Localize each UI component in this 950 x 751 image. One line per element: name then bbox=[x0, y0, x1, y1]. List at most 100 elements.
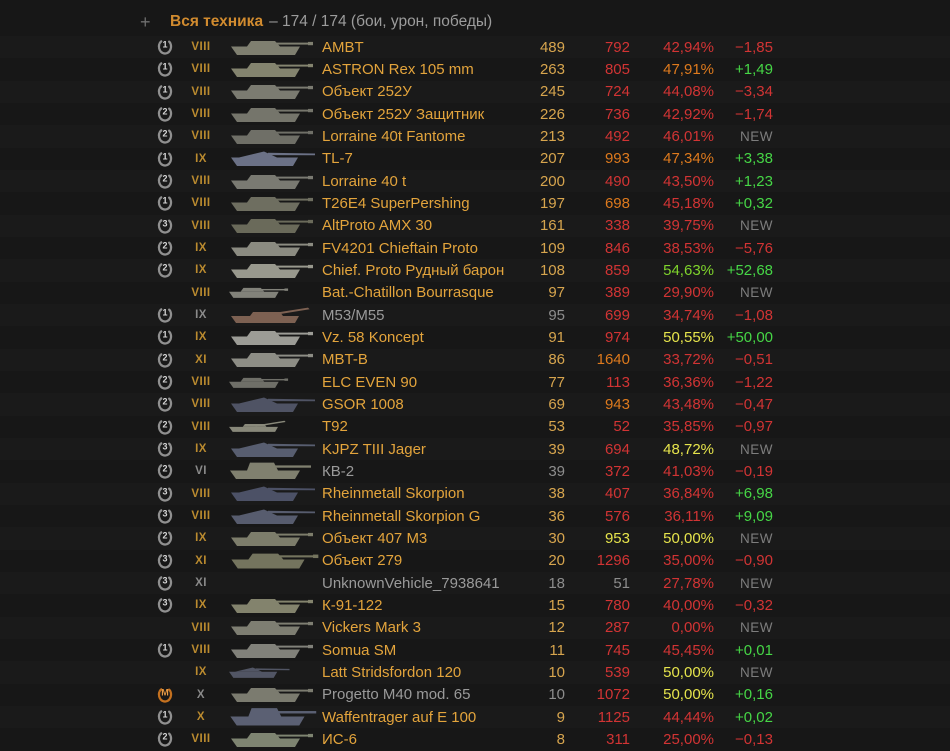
tier-label: VIII bbox=[191, 487, 211, 500]
svg-text:2: 2 bbox=[162, 397, 167, 407]
svg-text:2: 2 bbox=[162, 129, 167, 139]
rating-change: NEW bbox=[740, 441, 773, 457]
tier-label: XI bbox=[195, 577, 207, 590]
tank-silhouette-icon bbox=[224, 617, 322, 639]
vehicle-name: Vickers Mark 3 bbox=[322, 619, 421, 637]
rating-change: +3,38 bbox=[735, 150, 773, 168]
tier-label: X bbox=[196, 688, 206, 701]
vehicle-table: 1 VIII AMBT 489 792 42,94% −1,85 1 VIII … bbox=[0, 36, 950, 751]
table-row[interactable]: 2 VIII ИС-6 8 311 25,00% −0,13 bbox=[0, 728, 950, 750]
header-summary: – 174 / 174 (бои, урон, победы) bbox=[269, 13, 493, 30]
avg-damage: 780 bbox=[604, 596, 630, 614]
win-rate: 36,11% bbox=[664, 507, 714, 525]
rating-change: NEW bbox=[740, 218, 773, 234]
tank-silhouette-icon bbox=[224, 594, 322, 616]
table-row[interactable]: 2 VIII Lorraine 40t Fantome 213 492 46,0… bbox=[0, 125, 950, 147]
tier-label: VIII bbox=[191, 376, 211, 389]
rating-change: NEW bbox=[740, 285, 773, 301]
table-row[interactable]: 1 VIII Somua SM 11 745 45,45% +0,01 bbox=[0, 639, 950, 661]
table-row[interactable]: 2 IX Объект 407 М3 30 953 50,00% NEW bbox=[0, 527, 950, 549]
table-row[interactable]: 2 XI MBT-B 86 1640 33,72% −0,51 bbox=[0, 349, 950, 371]
battles-count: 263 bbox=[539, 60, 565, 78]
page-title: Вся техника bbox=[170, 13, 264, 30]
tier-label: IX bbox=[195, 532, 207, 545]
table-row[interactable]: 3 IX KJPZ TIII Jager 39 694 48,72% NEW bbox=[0, 438, 950, 460]
table-row[interactable]: 2 IX Chief. Proto Рудный барон 108 859 5… bbox=[0, 259, 950, 281]
mastery-badge-icon: 2 bbox=[153, 125, 176, 147]
tank-silhouette-icon bbox=[224, 192, 322, 214]
win-rate: 48,72% bbox=[663, 440, 714, 458]
vehicle-name: Latt Stridsfordon 120 bbox=[322, 663, 462, 681]
tank-silhouette-icon bbox=[224, 215, 322, 237]
win-rate: 54,63% bbox=[663, 261, 714, 279]
mastery-badge-icon: M bbox=[153, 684, 176, 706]
expand-icon[interactable]: + bbox=[140, 12, 151, 32]
tank-silhouette-icon bbox=[224, 661, 322, 683]
battles-count: 12 bbox=[548, 619, 565, 637]
mastery-badge-icon: 1 bbox=[153, 639, 176, 661]
table-row[interactable]: VIII Vickers Mark 3 12 287 0,00% NEW bbox=[0, 617, 950, 639]
avg-damage: 846 bbox=[604, 239, 630, 257]
table-row[interactable]: 2 VIII ELC EVEN 90 77 113 36,36% −1,22 bbox=[0, 371, 950, 393]
table-row[interactable]: 1 VIII ASTRON Rex 105 mm 263 805 47,91% … bbox=[0, 58, 950, 80]
table-row[interactable]: 2 VIII GSOR 1008 69 943 43,48% −0,47 bbox=[0, 393, 950, 415]
table-row[interactable]: 2 VIII Объект 252У Защитник 226 736 42,9… bbox=[0, 103, 950, 125]
table-row[interactable]: IX Latt Stridsfordon 120 10 539 50,00% N… bbox=[0, 661, 950, 683]
tier-label: IX bbox=[195, 309, 207, 322]
battles-count: 36 bbox=[548, 507, 565, 525]
avg-damage: 1296 bbox=[596, 552, 630, 570]
tier-label: VIII bbox=[191, 175, 211, 188]
table-row[interactable]: 2 VI КВ-2 39 372 41,03% −0,19 bbox=[0, 460, 950, 482]
vehicle-name: GSOR 1008 bbox=[322, 395, 404, 413]
table-row[interactable]: 1 IX TL-7 207 993 47,34% +3,38 bbox=[0, 148, 950, 170]
table-row[interactable]: 2 VIII Lorraine 40 t 200 490 43,50% +1,2… bbox=[0, 170, 950, 192]
rating-change: −0,13 bbox=[735, 730, 773, 748]
battles-count: 213 bbox=[539, 127, 565, 145]
win-rate: 43,50% bbox=[663, 172, 714, 190]
table-row[interactable]: 2 IX FV4201 Chieftain Proto 109 846 38,5… bbox=[0, 237, 950, 259]
tank-silhouette-icon bbox=[224, 438, 322, 460]
mastery-badge-icon: 1 bbox=[153, 706, 176, 728]
win-rate: 25,00% bbox=[663, 730, 714, 748]
table-row[interactable]: VIII Bat.-Chatillon Bourrasque 97 389 29… bbox=[0, 282, 950, 304]
table-row[interactable]: 3 VIII Rheinmetall Skorpion G 36 576 36,… bbox=[0, 505, 950, 527]
vehicle-name: Lorraine 40 t bbox=[322, 172, 407, 190]
table-row[interactable]: 1 IX M53/M55 95 699 34,74% −1,08 bbox=[0, 304, 950, 326]
table-row[interactable]: 1 IX Vz. 58 Koncept 91 974 50,55% +50,00 bbox=[0, 326, 950, 348]
avg-damage: 389 bbox=[604, 284, 630, 302]
avg-damage: 953 bbox=[604, 529, 630, 547]
table-row[interactable]: 1 VIII Объект 252У 245 724 44,08% −3,34 bbox=[0, 81, 950, 103]
rating-change: +50,00 bbox=[726, 328, 773, 346]
table-row[interactable]: 3 VIII Rheinmetall Skorpion 38 407 36,84… bbox=[0, 483, 950, 505]
tier-label: IX bbox=[195, 666, 207, 679]
svg-text:2: 2 bbox=[162, 352, 167, 362]
table-row[interactable]: 3 VIII AltProto AMX 30 161 338 39,75% NE… bbox=[0, 215, 950, 237]
table-row[interactable]: 3 XI UnknownVehicle_7938641 18 51 27,78%… bbox=[0, 572, 950, 594]
tank-silhouette-icon bbox=[224, 728, 322, 750]
vehicle-name: T92 bbox=[322, 418, 348, 436]
vehicle-name: Объект 252У bbox=[322, 83, 412, 101]
win-rate: 44,08% bbox=[663, 83, 714, 101]
rating-change: +1,49 bbox=[735, 60, 773, 78]
svg-text:2: 2 bbox=[162, 732, 167, 742]
tier-label: IX bbox=[195, 331, 207, 344]
table-row[interactable]: 1 VIII T26E4 SuperPershing 197 698 45,18… bbox=[0, 192, 950, 214]
battles-count: 91 bbox=[548, 328, 565, 346]
table-row[interactable]: 3 IX К-91-122 15 780 40,00% −0,32 bbox=[0, 594, 950, 616]
battles-count: 86 bbox=[548, 351, 565, 369]
table-row[interactable]: 1 VIII AMBT 489 792 42,94% −1,85 bbox=[0, 36, 950, 58]
tier-label: VIII bbox=[191, 510, 211, 523]
table-row[interactable]: M X Progetto M40 mod. 65 10 1072 50,00% … bbox=[0, 684, 950, 706]
rating-change: NEW bbox=[740, 575, 773, 591]
table-row[interactable]: 3 XI Объект 279 20 1296 35,00% −0,90 bbox=[0, 550, 950, 572]
tier-label: VIII bbox=[191, 286, 211, 299]
table-row[interactable]: 2 VIII T92 53 52 35,85% −0,97 bbox=[0, 416, 950, 438]
rating-change: +0,16 bbox=[735, 686, 773, 704]
tier-label: VIII bbox=[191, 41, 211, 54]
mastery-badge-icon: 3 bbox=[153, 215, 176, 237]
tank-silhouette-icon bbox=[224, 81, 322, 103]
win-rate: 39,75% bbox=[663, 217, 714, 235]
table-row[interactable]: 1 X Waffentrager auf E 100 9 1125 44,44%… bbox=[0, 706, 950, 728]
svg-text:1: 1 bbox=[162, 62, 167, 72]
